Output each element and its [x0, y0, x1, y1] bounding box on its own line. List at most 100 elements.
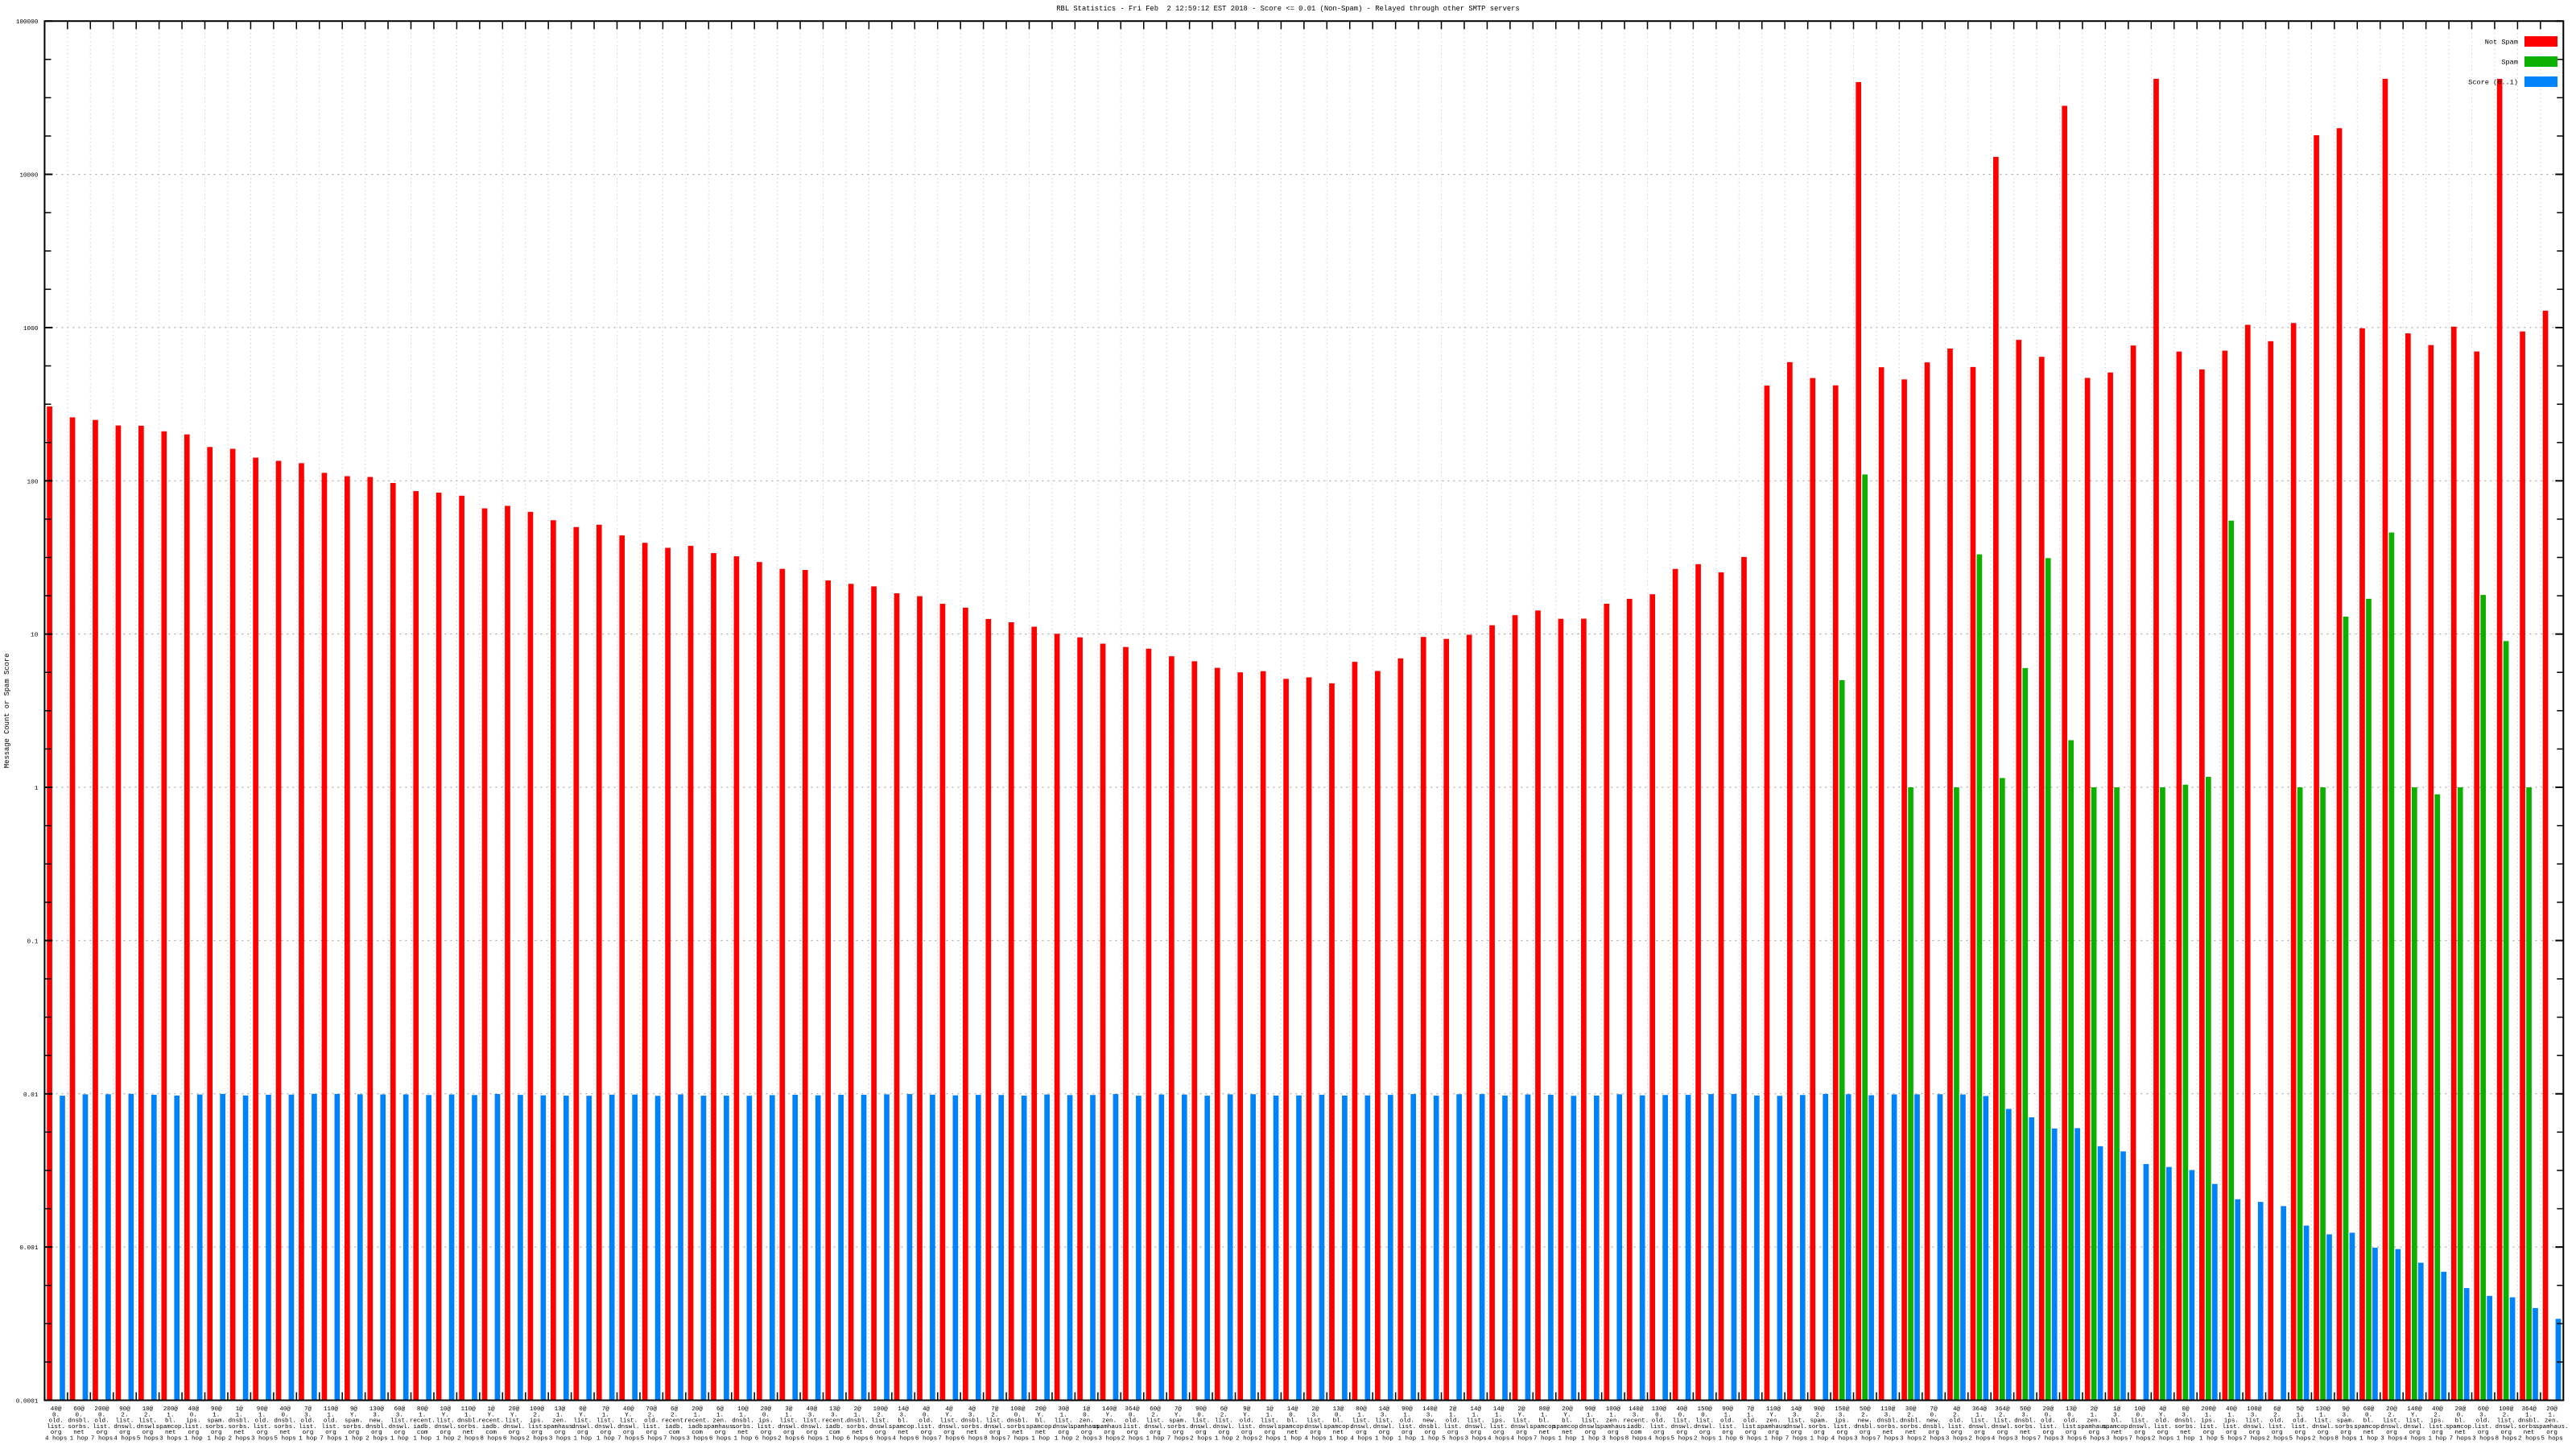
svg-text:3 hops: 3 hops: [2472, 1435, 2494, 1442]
svg-text:4 hops: 4 hops: [2404, 1435, 2425, 1442]
svg-text:8 hops: 8 hops: [1625, 1435, 1647, 1442]
svg-text:Not Spam: Not Spam: [2485, 39, 2518, 47]
svg-text:6 hops: 6 hops: [503, 1435, 525, 1442]
svg-text:100000: 100000: [16, 19, 39, 26]
svg-text:4 hops: 4 hops: [892, 1435, 914, 1442]
svg-text:1 hop: 1 hop: [70, 1435, 89, 1442]
svg-text:2 hops: 2 hops: [1075, 1435, 1097, 1442]
svg-text:8 hops: 8 hops: [480, 1435, 502, 1442]
svg-text:2 hops: 2 hops: [1121, 1435, 1143, 1442]
svg-text:7 hops: 7 hops: [1534, 1435, 1555, 1442]
svg-text:7 hops: 7 hops: [663, 1435, 685, 1442]
svg-text:4 hops: 4 hops: [114, 1435, 135, 1442]
svg-text:0.1: 0.1: [27, 939, 39, 945]
svg-text:1 hop: 1 hop: [734, 1435, 753, 1442]
svg-text:1 hop: 1 hop: [573, 1435, 592, 1442]
svg-text:1 hop: 1 hop: [2359, 1435, 2378, 1442]
svg-text:2 hops: 2 hops: [2518, 1435, 2540, 1442]
svg-text:1 hop: 1 hop: [2428, 1435, 2446, 1442]
svg-text:6 hops: 6 hops: [801, 1435, 823, 1442]
svg-text:3 hops: 3 hops: [1946, 1435, 1967, 1442]
svg-text:5 hops: 5 hops: [1671, 1435, 1693, 1442]
svg-text:3 hops: 3 hops: [2060, 1435, 2082, 1442]
svg-text:7 hops: 7 hops: [1877, 1435, 1899, 1442]
svg-text:5 hops: 5 hops: [2220, 1435, 2242, 1442]
svg-text:2 hops: 2 hops: [778, 1435, 799, 1442]
svg-text:Message Count or Spam Score: Message Count or Spam Score: [3, 654, 11, 769]
svg-text:7 hops: 7 hops: [617, 1435, 639, 1442]
svg-text:8 hops: 8 hops: [2496, 1435, 2517, 1442]
svg-text:2 hops: 2 hops: [1236, 1435, 1257, 1442]
svg-text:1 hop: 1 hop: [1421, 1435, 1439, 1442]
svg-text:4 hops: 4 hops: [1488, 1435, 1509, 1442]
svg-text:1 hop: 1 hop: [413, 1435, 431, 1442]
svg-text:1 hop: 1 hop: [299, 1435, 317, 1442]
svg-text:3 hops: 3 hops: [2380, 1435, 2402, 1442]
svg-text:1 hop: 1 hop: [1283, 1435, 1302, 1442]
svg-text:6 hops: 6 hops: [961, 1435, 983, 1442]
svg-text:3 hops: 3 hops: [2014, 1435, 2036, 1442]
svg-text:3 hops: 3 hops: [2106, 1435, 2128, 1442]
svg-text:1 hop: 1 hop: [1810, 1435, 1828, 1442]
svg-text:7 hops: 7 hops: [2450, 1435, 2471, 1442]
svg-text:4 hops: 4 hops: [1648, 1435, 1670, 1442]
svg-text:Score (0..1): Score (0..1): [2468, 79, 2518, 87]
svg-text:3 hops: 3 hops: [1465, 1435, 1487, 1442]
svg-text:6 hops: 6 hops: [915, 1435, 937, 1442]
svg-text:10: 10: [31, 633, 39, 639]
svg-text:2 hops: 2 hops: [457, 1435, 479, 1442]
svg-text:1: 1: [35, 786, 39, 792]
svg-text:4 hops: 4 hops: [45, 1435, 67, 1442]
svg-text:2 hops: 2 hops: [229, 1435, 250, 1442]
svg-text:5 hops: 5 hops: [1442, 1435, 1463, 1442]
svg-text:2 hops: 2 hops: [1259, 1435, 1281, 1442]
svg-text:0.001: 0.001: [19, 1245, 38, 1252]
svg-text:2 hops: 2 hops: [1190, 1435, 1212, 1442]
svg-text:Spam: Spam: [2501, 59, 2518, 67]
svg-text:3 hops: 3 hops: [686, 1435, 708, 1442]
svg-text:1 hop: 1 hop: [1146, 1435, 1165, 1442]
svg-text:6 hops: 6 hops: [2083, 1435, 2105, 1442]
svg-text:1 hop: 1 hop: [1375, 1435, 1393, 1442]
svg-text:1 hop: 1 hop: [597, 1435, 615, 1442]
svg-text:1 hop: 1 hop: [390, 1435, 409, 1442]
svg-text:1 hop: 1 hop: [1329, 1435, 1348, 1442]
svg-text:0.0001: 0.0001: [16, 1399, 39, 1406]
svg-text:1 hop: 1 hop: [1397, 1435, 1416, 1442]
svg-text:3 hops: 3 hops: [1854, 1435, 1876, 1442]
svg-text:8 hops: 8 hops: [984, 1435, 1005, 1442]
svg-text:7 hops: 7 hops: [2128, 1435, 2150, 1442]
svg-text:10000: 10000: [19, 173, 38, 180]
svg-text:4 hops: 4 hops: [1510, 1435, 1532, 1442]
svg-text:2 hops: 2 hops: [1968, 1435, 1990, 1442]
svg-text:1000: 1000: [23, 326, 39, 332]
svg-text:2 hops: 2 hops: [2266, 1435, 2288, 1442]
svg-text:1 hop: 1 hop: [1719, 1435, 1737, 1442]
svg-text:1 hop: 1 hop: [207, 1435, 225, 1442]
svg-text:5 hops: 5 hops: [2289, 1435, 2311, 1442]
svg-text:8 hops: 8 hops: [2334, 1435, 2356, 1442]
svg-text:6 hops: 6 hops: [847, 1435, 869, 1442]
svg-text:RBL Statistics - Fri Feb 2 12: RBL Statistics - Fri Feb 2 12:59:12 EST …: [1056, 5, 1519, 13]
svg-text:7 hops: 7 hops: [938, 1435, 960, 1442]
svg-text:2 hops: 2 hops: [1922, 1435, 1944, 1442]
svg-text:5 hops: 5 hops: [137, 1435, 159, 1442]
svg-text:1 hop: 1 hop: [1031, 1435, 1050, 1442]
svg-text:1 hop: 1 hop: [2199, 1435, 2218, 1442]
svg-text:5 hops: 5 hops: [274, 1435, 295, 1442]
svg-text:1 hop: 1 hop: [1558, 1435, 1577, 1442]
svg-text:4 hops: 4 hops: [1350, 1435, 1372, 1442]
svg-text:4 hops: 4 hops: [1992, 1435, 2013, 1442]
svg-text:1 hop: 1 hop: [1055, 1435, 1073, 1442]
svg-text:2 hops: 2 hops: [2152, 1435, 2174, 1442]
svg-text:7 hops: 7 hops: [2244, 1435, 2265, 1442]
svg-text:1 hop: 1 hop: [1765, 1435, 1783, 1442]
svg-text:1 hop: 1 hop: [2177, 1435, 2195, 1442]
svg-text:1 hop: 1 hop: [1581, 1435, 1600, 1442]
svg-text:7 hops: 7 hops: [1785, 1435, 1807, 1442]
svg-text:7 hops: 7 hops: [320, 1435, 341, 1442]
svg-text:6 hops: 6 hops: [1740, 1435, 1761, 1442]
svg-text:1 hop: 1 hop: [184, 1435, 203, 1442]
svg-text:6 hops: 6 hops: [755, 1435, 777, 1442]
svg-text:1 hop: 1 hop: [825, 1435, 844, 1442]
